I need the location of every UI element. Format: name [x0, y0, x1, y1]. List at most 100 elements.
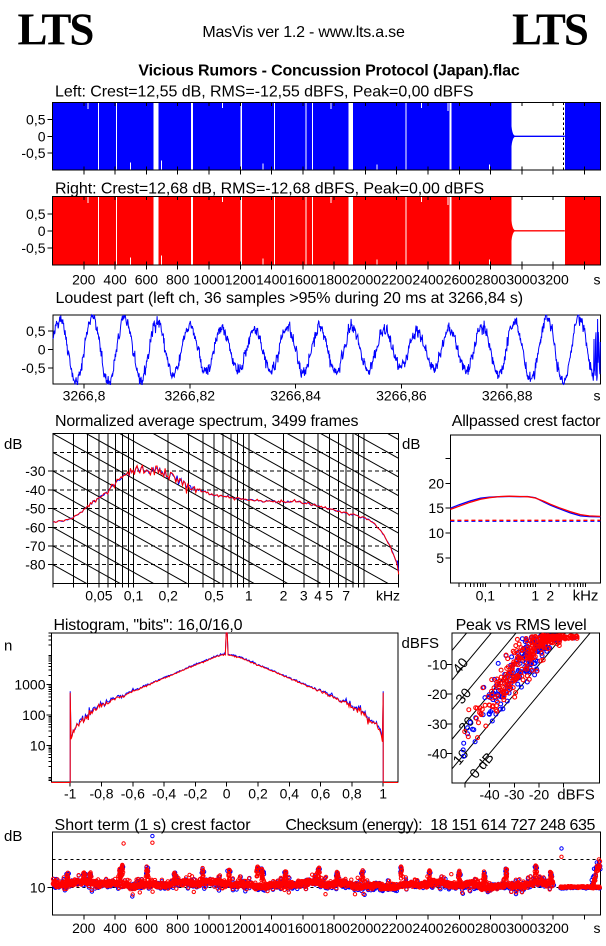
- svg-text:3000: 3000: [506, 272, 537, 288]
- svg-text:s: s: [594, 272, 601, 288]
- svg-text:400: 400: [103, 920, 127, 936]
- svg-text:1400: 1400: [256, 920, 287, 936]
- svg-text:600: 600: [135, 272, 159, 288]
- svg-text:5: 5: [325, 588, 333, 604]
- svg-text:100: 100: [22, 707, 46, 723]
- svg-text:1000: 1000: [14, 677, 45, 693]
- svg-text:1: 1: [531, 588, 539, 604]
- svg-text:30: 30: [452, 685, 474, 707]
- svg-text:dB: dB: [4, 828, 22, 845]
- svg-text:2200: 2200: [381, 272, 412, 288]
- svg-text:Checksum (energy): 18 151 614: Checksum (energy): 18 151 614 727 248 63…: [285, 817, 595, 834]
- svg-text:1200: 1200: [225, 920, 256, 936]
- svg-text:-0,6: -0,6: [121, 786, 145, 802]
- svg-text:1800: 1800: [319, 920, 350, 936]
- svg-text:2000: 2000: [350, 920, 381, 936]
- svg-text:LTS: LTS: [512, 5, 588, 55]
- svg-text:2600: 2600: [444, 920, 475, 936]
- svg-text:600: 600: [135, 920, 159, 936]
- svg-text:0,5: 0,5: [26, 206, 46, 222]
- svg-text:20: 20: [428, 475, 444, 491]
- svg-text:4: 4: [314, 588, 322, 604]
- svg-text:1600: 1600: [287, 272, 318, 288]
- svg-text:200: 200: [72, 920, 96, 936]
- svg-text:0,5: 0,5: [204, 588, 224, 604]
- svg-text:dBFS: dBFS: [402, 635, 440, 652]
- svg-text:kHz: kHz: [573, 588, 599, 605]
- svg-text:dB: dB: [4, 436, 22, 453]
- svg-text:Peak vs RMS level: Peak vs RMS level: [456, 617, 587, 634]
- svg-text:3266,82: 3266,82: [164, 388, 215, 404]
- svg-text:-20: -20: [427, 686, 447, 702]
- svg-text:2800: 2800: [475, 272, 506, 288]
- svg-text:-40: -40: [427, 745, 447, 761]
- svg-text:dB: dB: [402, 436, 420, 453]
- svg-text:0: 0: [38, 223, 46, 239]
- svg-text:Vicious Rumors - Concussion Pr: Vicious Rumors - Concussion Protocol (Ja…: [138, 63, 519, 80]
- svg-text:dBFS: dBFS: [557, 787, 595, 804]
- svg-text:10: 10: [30, 879, 46, 895]
- svg-text:1800: 1800: [319, 272, 350, 288]
- svg-text:-0,5: -0,5: [21, 240, 45, 256]
- svg-text:n: n: [4, 638, 12, 655]
- svg-text:Left: Crest=12,55 dB, RMS=-12,: Left: Crest=12,55 dB, RMS=-12,55 dBFS, P…: [55, 84, 473, 101]
- svg-text:0,8: 0,8: [342, 786, 362, 802]
- svg-text:1000: 1000: [193, 920, 224, 936]
- svg-text:-0,2: -0,2: [183, 786, 207, 802]
- svg-text:-40: -40: [25, 482, 45, 498]
- svg-text:2600: 2600: [444, 272, 475, 288]
- svg-text:1000: 1000: [193, 272, 224, 288]
- svg-text:1: 1: [379, 786, 387, 802]
- svg-text:Normalized average spectrum, 3: Normalized average spectrum, 3499 frames: [55, 413, 358, 430]
- svg-text:3266,86: 3266,86: [376, 388, 427, 404]
- svg-text:0,1: 0,1: [124, 588, 144, 604]
- svg-text:-30: -30: [427, 716, 447, 732]
- svg-text:2800: 2800: [475, 920, 506, 936]
- svg-text:0,1: 0,1: [476, 588, 496, 604]
- svg-text:400: 400: [103, 272, 127, 288]
- svg-text:0,6: 0,6: [311, 786, 331, 802]
- svg-text:800: 800: [166, 272, 190, 288]
- svg-text:3266,8: 3266,8: [63, 388, 106, 404]
- svg-text:s: s: [594, 388, 601, 404]
- svg-text:1600: 1600: [287, 920, 318, 936]
- svg-text:-0,8: -0,8: [89, 786, 113, 802]
- svg-text:1: 1: [245, 588, 253, 604]
- svg-text:3200: 3200: [538, 920, 569, 936]
- svg-text:kHz: kHz: [376, 588, 400, 604]
- svg-text:15: 15: [428, 500, 444, 516]
- svg-text:7: 7: [342, 588, 350, 604]
- svg-text:-50: -50: [25, 501, 45, 517]
- svg-text:-0,5: -0,5: [21, 360, 45, 376]
- svg-text:Histogram, "bits": 16,0/16,0: Histogram, "bits": 16,0/16,0: [54, 617, 243, 634]
- svg-text:2200: 2200: [381, 920, 412, 936]
- svg-text:s: s: [594, 920, 601, 936]
- svg-text:0,5: 0,5: [26, 323, 46, 339]
- svg-text:-60: -60: [25, 519, 45, 535]
- svg-text:Right: Crest=12,68 dB, RMS=-12: Right: Crest=12,68 dB, RMS=-12,68 dBFS, …: [55, 181, 484, 198]
- svg-text:1400: 1400: [256, 272, 287, 288]
- svg-text:2: 2: [280, 588, 288, 604]
- svg-text:2400: 2400: [412, 920, 443, 936]
- svg-text:0: 0: [223, 786, 231, 802]
- svg-text:1200: 1200: [225, 272, 256, 288]
- svg-text:3200: 3200: [538, 272, 569, 288]
- svg-text:-20: -20: [529, 787, 549, 803]
- svg-text:-80: -80: [25, 557, 45, 573]
- svg-text:-10: -10: [427, 657, 447, 673]
- svg-text:0,5: 0,5: [26, 112, 46, 128]
- svg-text:2000: 2000: [350, 272, 381, 288]
- svg-text:MasVis ver 1.2 - www.lts.a.se: MasVis ver 1.2 - www.lts.a.se: [202, 24, 405, 41]
- svg-text:-0,5: -0,5: [21, 145, 45, 161]
- svg-text:Short term (1 s) crest factor: Short term (1 s) crest factor: [55, 817, 252, 834]
- svg-text:-1: -1: [64, 786, 77, 802]
- svg-text:3266,84: 3266,84: [270, 388, 321, 404]
- svg-text:LTS: LTS: [18, 5, 94, 55]
- svg-text:800: 800: [166, 920, 190, 936]
- svg-text:-30: -30: [504, 787, 524, 803]
- svg-text:2: 2: [546, 588, 554, 604]
- svg-text:0,2: 0,2: [158, 588, 178, 604]
- svg-text:Loudest part (left ch, 36 sam: Loudest part (left ch, 36 samples >95% d…: [56, 290, 524, 307]
- svg-text:0: 0: [38, 342, 46, 358]
- svg-text:0,2: 0,2: [248, 786, 268, 802]
